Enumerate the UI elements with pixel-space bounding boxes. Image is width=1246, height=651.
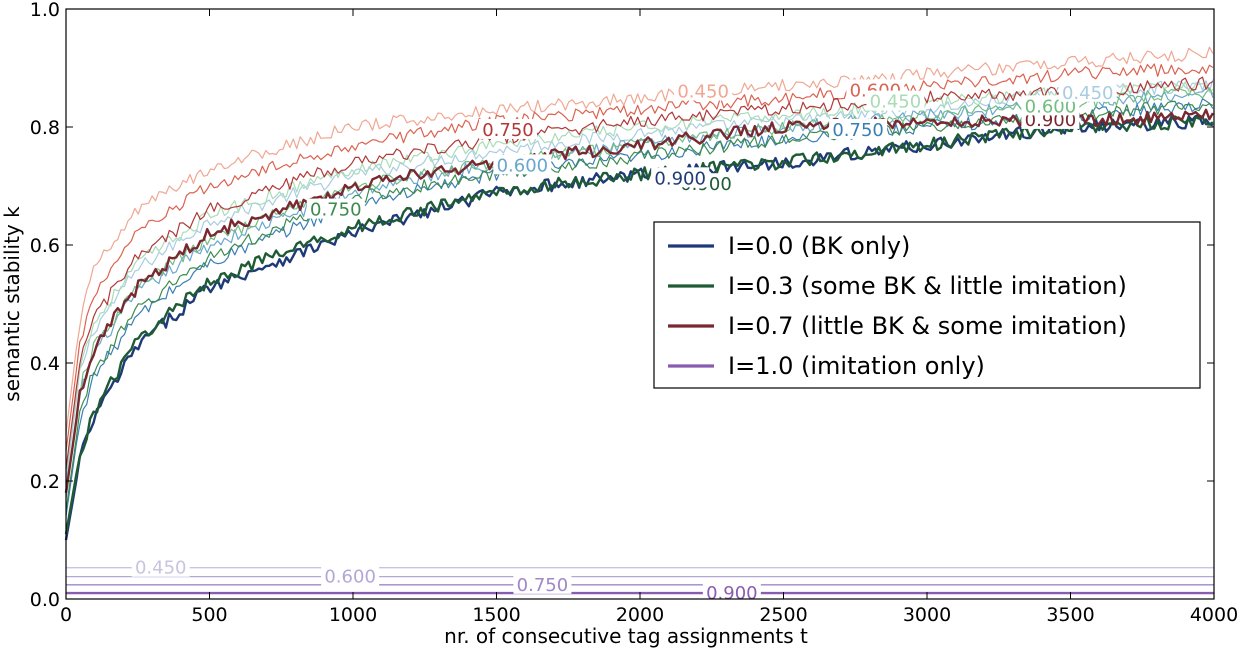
y-axis-title: semantic stability k <box>0 206 24 402</box>
x-tick-label: 0 <box>60 604 72 626</box>
legend: I=0.0 (BK only) I=0.3 (some BK & little i… <box>653 221 1201 389</box>
line-label-bg <box>1058 81 1117 102</box>
x-tick-label: 2000 <box>616 604 664 626</box>
line-label: 0.450 <box>135 558 187 579</box>
y-tick-label: 0.0 <box>30 589 60 611</box>
line-label-bg <box>866 90 925 111</box>
y-tick-label: 1.0 <box>30 0 60 21</box>
x-tick-label: 3000 <box>903 604 951 626</box>
line-label: 0.900 <box>654 168 706 189</box>
line-label-bg <box>702 582 761 603</box>
line-label-bg <box>674 80 733 101</box>
y-tick-label: 0.8 <box>30 117 60 139</box>
series-line <box>65 63 1214 452</box>
line-label-bg <box>321 565 380 586</box>
line-label: 0.750 <box>310 200 362 221</box>
x-tick-label: 3500 <box>1046 604 1094 626</box>
x-tick-label: 4000 <box>1190 604 1238 626</box>
legend-entry: I=0.3 (some BK & little imitation) <box>728 272 1127 300</box>
y-tick-label: 0.6 <box>30 235 60 257</box>
axis-ticks: 0 500 1000 1500 2000 2500 3000 3500 4000 0.0 0.2 0.… <box>30 0 1238 626</box>
series-line <box>65 46 1214 434</box>
line-label: 0.750 <box>482 120 534 141</box>
line-label-bg <box>493 154 552 175</box>
series-line <box>65 76 1214 470</box>
line-label: 0.900 <box>706 583 758 604</box>
line-label-bg <box>829 118 888 139</box>
x-tick-label: 2500 <box>759 604 807 626</box>
legend-entry: I=0.0 (BK only) <box>728 232 910 260</box>
line-label: 0.600 <box>497 155 549 176</box>
line-labels: 0.450 0.600 0.750 0.900 0.450 0.600 0.750 0.900… <box>131 79 1117 604</box>
line-label: 0.600 <box>324 567 376 588</box>
legend-entry: I=0.7 (little BK & some imitation) <box>728 312 1127 340</box>
y-tick-label: 0.4 <box>30 353 60 375</box>
line-label-bg <box>306 198 365 219</box>
x-tick-label: 1500 <box>472 604 520 626</box>
x-axis-title: nr. of consecutive tag assignments t <box>444 624 808 648</box>
line-label: 0.450 <box>870 92 922 113</box>
y-tick-label: 0.2 <box>30 471 60 493</box>
series-line <box>64 115 1214 535</box>
line-label-bg <box>651 167 710 188</box>
line-label: 0.450 <box>1062 83 1114 104</box>
line-label: 0.450 <box>677 82 729 103</box>
line-label-bg <box>478 118 537 139</box>
legend-box <box>653 221 1201 389</box>
x-tick-label: 1000 <box>329 604 377 626</box>
x-tick-label: 500 <box>191 604 227 626</box>
legend-entry: I=1.0 (imitation only) <box>728 352 985 380</box>
line-label: 0.750 <box>517 575 569 596</box>
line-label-bg <box>131 556 190 577</box>
line-label-bg <box>513 573 572 594</box>
series-layer <box>64 46 1214 595</box>
line-label: 0.750 <box>832 120 884 141</box>
